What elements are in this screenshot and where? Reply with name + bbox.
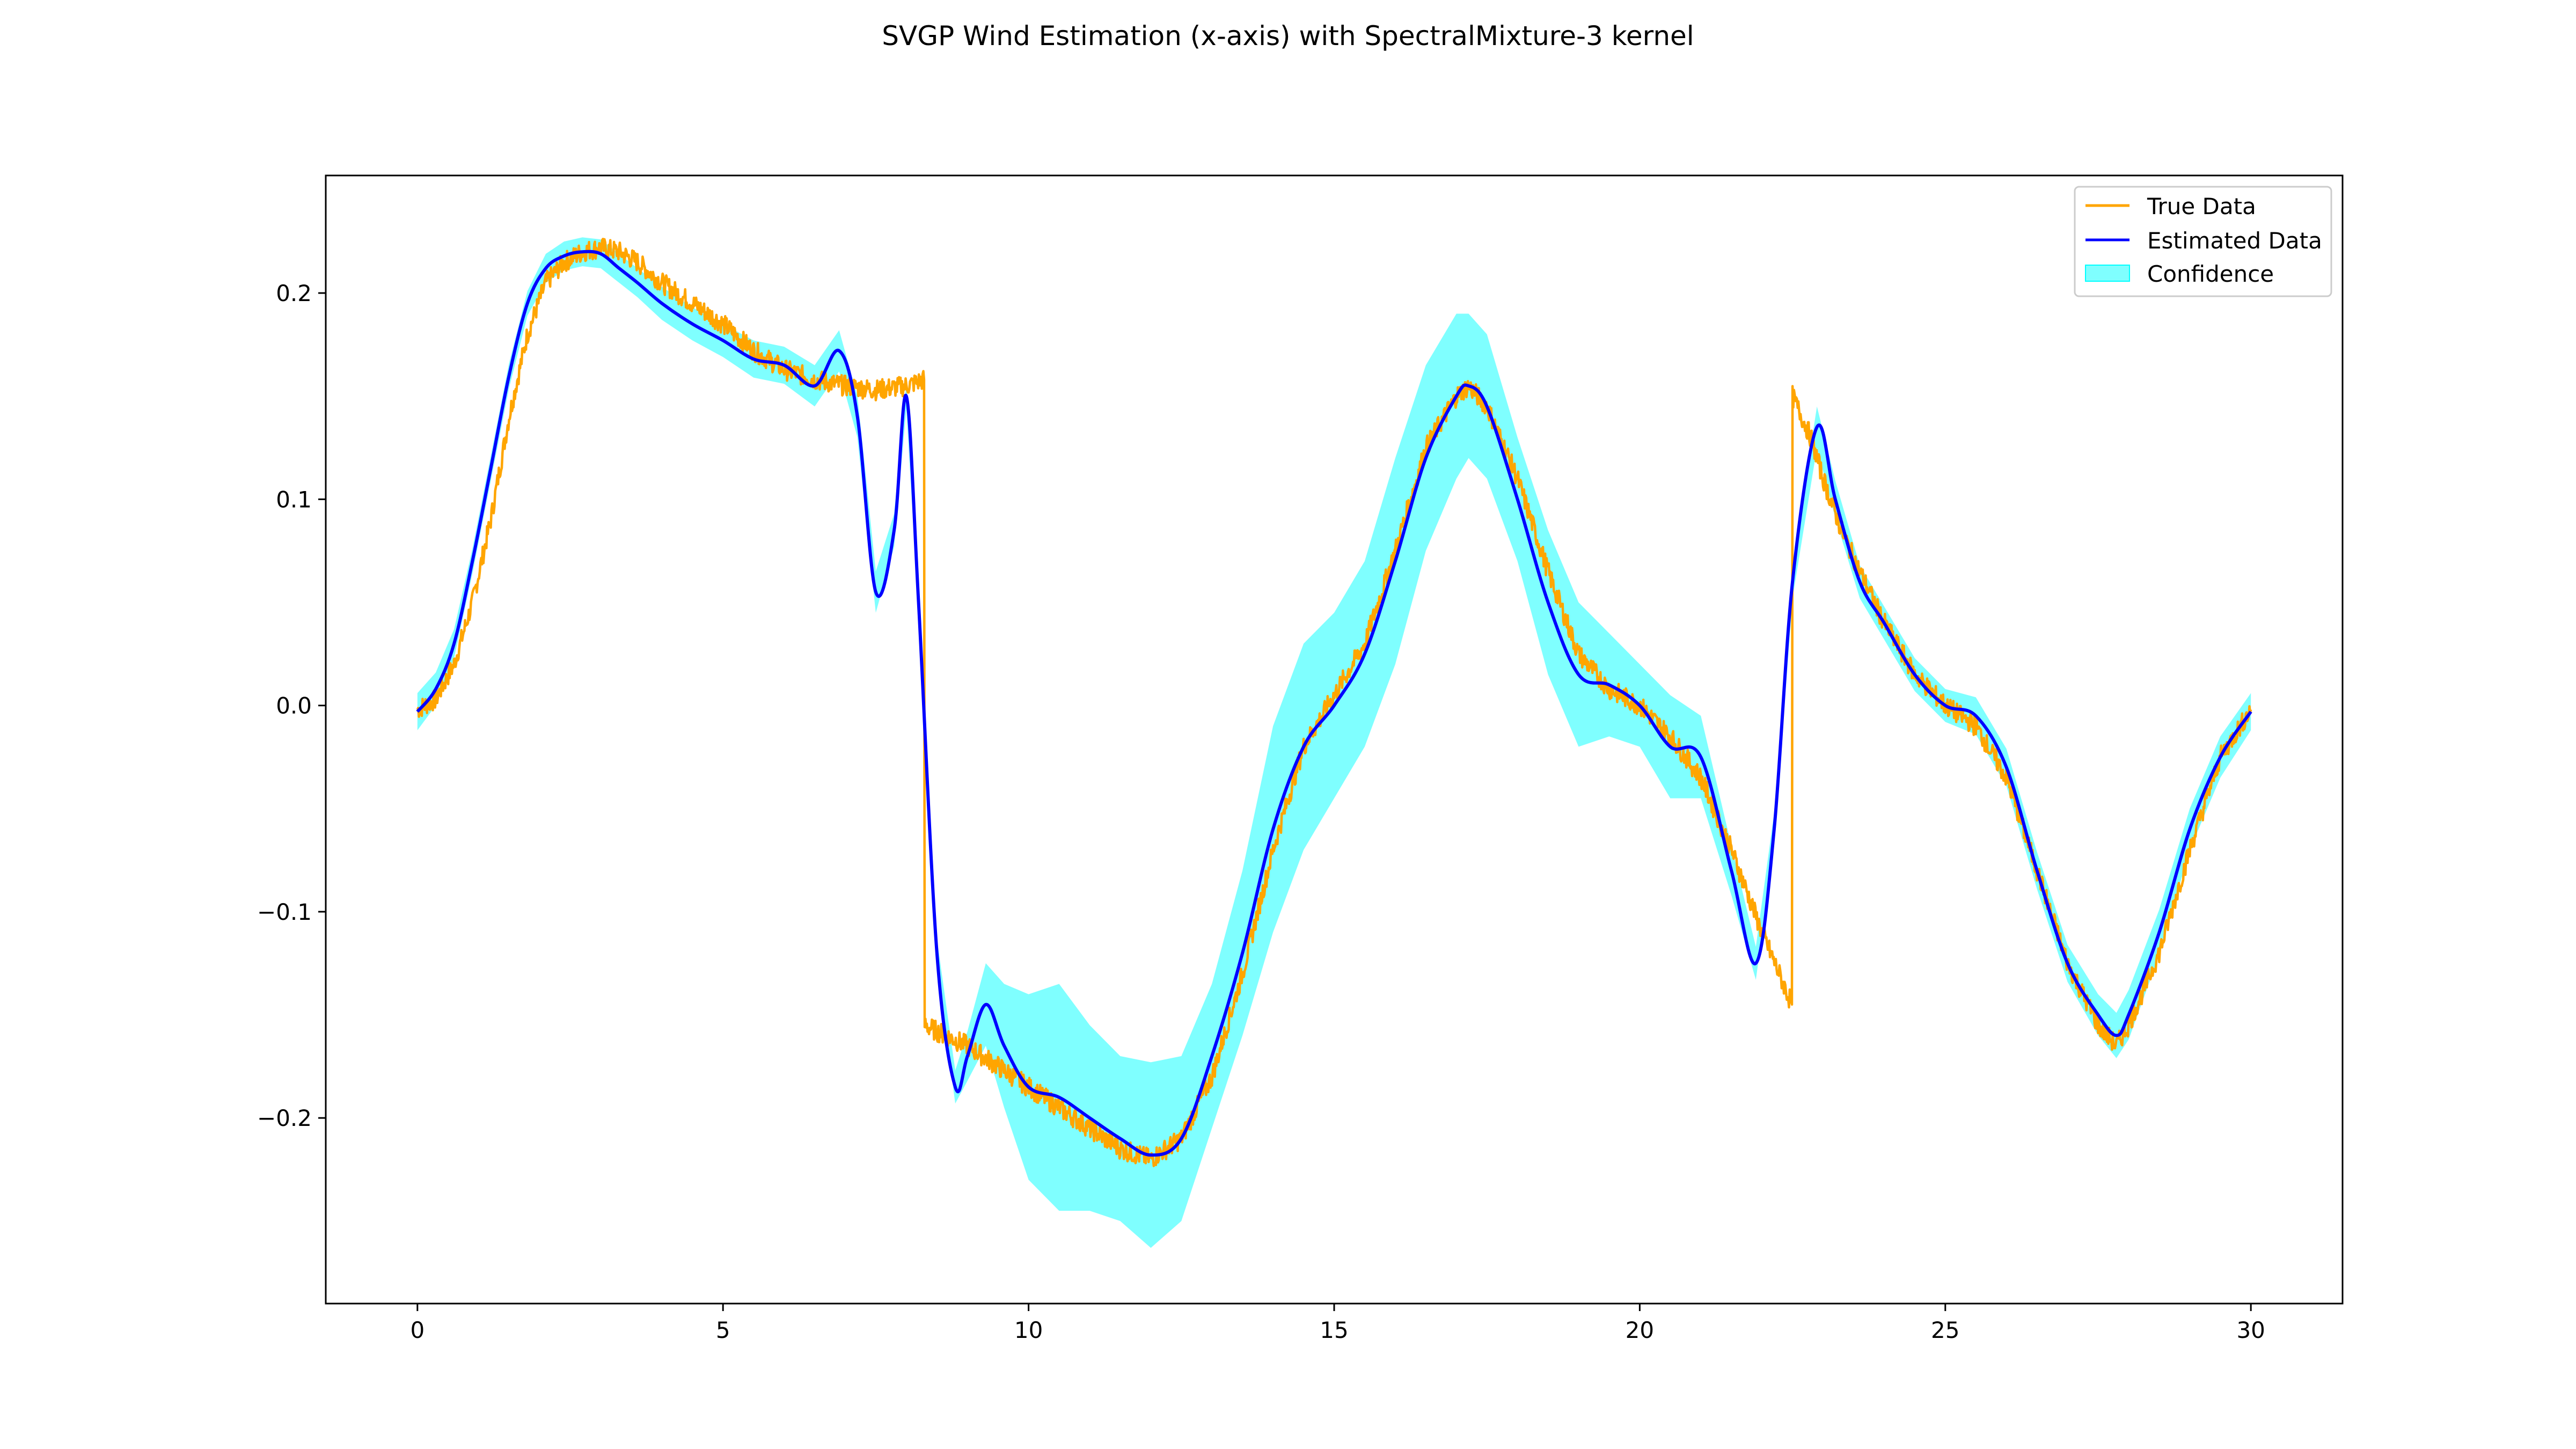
legend-box (2074, 186, 2332, 297)
chart-title: SVGP Wind Estimation (x-axis) with Spect… (882, 20, 1694, 52)
confidence-band (417, 237, 2251, 1248)
confidence-band-layer (417, 237, 2251, 1248)
legend-estimated-data-label: Estimated Data (2147, 228, 2322, 254)
legend-confidence-label: Confidence (2147, 261, 2274, 287)
y-tick-label: −0.1 (257, 899, 312, 925)
x-tick-label: 5 (716, 1317, 730, 1343)
y-tick-label: −0.2 (257, 1105, 312, 1131)
estimated-data-layer (416, 250, 2252, 1157)
x-axis-ticks: 0 5 10 15 20 25 30 (410, 1304, 2265, 1343)
x-tick-label: 30 (2236, 1317, 2265, 1343)
estimated-data-line (416, 250, 2252, 1157)
x-tick-label: 25 (1931, 1317, 1959, 1343)
x-tick-label: 10 (1014, 1317, 1043, 1343)
x-tick-label: 0 (410, 1317, 425, 1343)
x-tick-label: 20 (1626, 1317, 1654, 1343)
y-tick-label: 0.0 (276, 693, 312, 719)
legend: True Data Estimated Data Confidence (2074, 186, 2332, 297)
legend-confidence-swatch (2085, 265, 2130, 282)
y-tick-label: 0.2 (276, 280, 312, 306)
y-axis-ticks: −0.2 −0.1 0.0 0.1 0.2 (257, 280, 326, 1131)
y-tick-label: 0.1 (276, 486, 312, 513)
legend-true-data-label: True Data (2147, 193, 2256, 219)
x-tick-label: 15 (1320, 1317, 1348, 1343)
